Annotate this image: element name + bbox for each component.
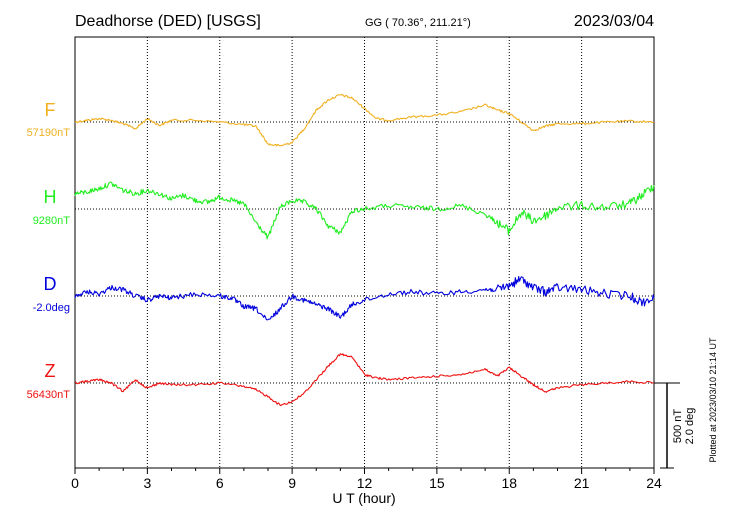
series-line-z (74, 353, 654, 407)
scale-bar-nt-label: 500 nT (672, 409, 684, 444)
series-baseline-h: 9280nT (33, 215, 71, 227)
series-name-h: H (44, 187, 57, 207)
scale-bar: 500 nT 2.0 deg (654, 382, 696, 469)
x-tick-label: 24 (646, 475, 662, 491)
date-label: 2023/03/04 (574, 13, 654, 30)
x-tick-label: 6 (216, 475, 224, 491)
coordinates-label: GG ( 70.36°, 211.21°) (365, 17, 471, 29)
x-tick-label: 15 (429, 475, 445, 491)
x-tick-label: 3 (143, 475, 151, 491)
series-line-f (74, 93, 655, 147)
grid-layer (75, 37, 654, 468)
x-axis-label: U T (hour) (332, 490, 395, 506)
series-baseline-f: 57190nT (27, 127, 71, 139)
series-name-z: Z (45, 361, 56, 381)
scale-bar-deg-label: 2.0 deg (684, 408, 696, 445)
series-baseline-z: 56430nT (27, 389, 71, 401)
x-tick-label: 18 (501, 475, 517, 491)
x-axis: 0 3 6 9 12 15 18 21 24 (71, 468, 662, 491)
x-tick-label: 0 (71, 475, 79, 491)
station-title: Deadhorse (DED) [USGS] (75, 13, 261, 30)
series-line-h (74, 181, 655, 240)
x-tick-label: 12 (357, 475, 373, 491)
series-layer (74, 93, 655, 407)
x-tick-label: 9 (288, 475, 296, 491)
series-name-d: D (44, 274, 57, 294)
series-baseline-d: -2.0deg (33, 302, 70, 314)
series-labels: F 57190nT H 9280nT D -2.0deg Z 56430nT (27, 100, 71, 401)
plotted-timestamp: Plotted at 2023/03/10 21:14 UT (708, 337, 718, 463)
series-name-f: F (45, 100, 56, 120)
series-line-d (74, 276, 655, 321)
x-tick-label: 21 (574, 475, 590, 491)
